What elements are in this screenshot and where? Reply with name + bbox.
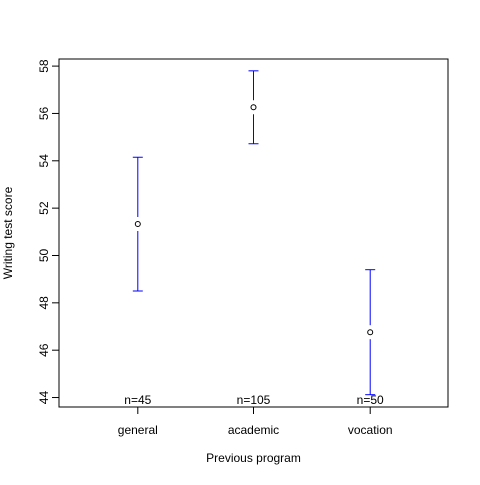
y-tick-label: 46 — [37, 343, 51, 357]
count-label: n=45 — [124, 393, 151, 407]
x-axis-label: Previous program — [206, 451, 301, 465]
mean-point — [250, 104, 257, 111]
count-label: n=50 — [357, 393, 384, 407]
y-tick-label: 58 — [37, 59, 51, 73]
y-tick-label: 52 — [37, 201, 51, 215]
y-axis: 44 46 48 50 52 54 56 58 — [37, 59, 60, 405]
mean-point — [134, 221, 141, 228]
y-tick-label: 50 — [37, 248, 51, 262]
mean-point — [367, 329, 374, 336]
x-axis: general academic vocation — [118, 406, 393, 437]
y-tick-label: 56 — [37, 106, 51, 120]
y-tick-label: 54 — [37, 154, 51, 168]
count-label: n=105 — [237, 393, 271, 407]
x-tick-label: general — [118, 423, 158, 437]
plot-frame — [58, 58, 449, 408]
y-tick-label: 44 — [37, 391, 51, 405]
count-labels: n=45 n=105 n=50 — [124, 393, 384, 407]
error-bar-group — [132, 70, 376, 396]
x-tick-label: vocation — [348, 423, 393, 437]
y-tick-label: 48 — [37, 296, 51, 310]
y-axis-label: Writing test score — [1, 186, 15, 279]
x-tick-label: academic — [228, 423, 279, 437]
